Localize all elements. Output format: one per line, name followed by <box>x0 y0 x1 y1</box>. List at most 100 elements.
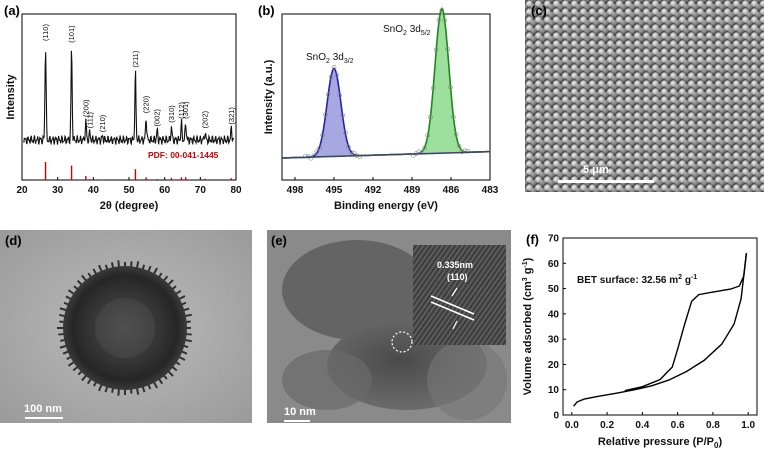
xrd-peak-label: (002) <box>153 108 162 126</box>
xps-label-3d52: SnO2 3d5/2 <box>383 24 431 37</box>
xps-raw-data-point <box>328 74 334 80</box>
bet-x-axis-label: Relative pressure (P/P0) <box>598 436 723 449</box>
xrd-peak-label: (211) <box>131 50 140 67</box>
xrd-peak-label: (210) <box>98 114 107 132</box>
xps-raw-data-point <box>351 150 357 156</box>
xps-label-sub: 5/2 <box>421 30 431 37</box>
tem-sphere <box>0 230 252 423</box>
xrd-x-tick-label: 30 <box>52 185 64 196</box>
xps-raw-data-point <box>459 149 465 155</box>
xps-peak-fill <box>311 68 357 158</box>
xps-raw-data-point <box>308 155 314 161</box>
tem-scale-label: 100 nm <box>24 403 62 415</box>
bet-x-label-part: ) <box>718 436 722 448</box>
xps-raw-data-point <box>439 7 445 13</box>
xps-raw-data-point <box>323 112 328 117</box>
xps-label-3d32: SnO2 3d3/2 <box>306 52 354 65</box>
xps-x-tick-label: 495 <box>326 185 343 196</box>
xrd-pattern-line <box>23 50 235 146</box>
bet-x-tick-label: 1.0 <box>741 420 755 431</box>
bet-y-label-part: 3 <box>522 277 529 281</box>
xps-frame <box>281 13 491 181</box>
hrtem-scale-bar <box>284 420 310 422</box>
xps-raw-data-point <box>317 145 322 151</box>
xrd-reference-label: PDF: 00-041-1445 <box>148 150 219 160</box>
xrd-peak-label: (110) <box>41 24 50 41</box>
bet-frame <box>562 237 758 416</box>
xps-label-part: 3d <box>330 52 344 63</box>
xps-x-tick-label: 498 <box>287 185 304 196</box>
panel-f-label: (f) <box>526 232 539 247</box>
xps-raw-data-point <box>320 132 325 138</box>
hrtem-texture <box>267 230 511 423</box>
xrd-peak-label: (101) <box>67 25 76 43</box>
bet-y-axis-label: Volume adsorbed (cm3 g-1) <box>522 257 534 395</box>
xps-raw-data-point <box>343 130 348 135</box>
xrd-peak-label: (301) <box>181 101 190 119</box>
xps-raw-data-point <box>431 85 436 91</box>
xps-label-sub: 2 <box>403 30 407 37</box>
xrd-peak-label: (112) <box>177 101 186 118</box>
panel-a-label: (a) <box>4 3 20 18</box>
xps-raw-data-point <box>442 18 448 23</box>
xps-raw-data-point <box>314 149 320 154</box>
xps-raw-data-point <box>419 150 425 155</box>
xps-label-sub: 3/2 <box>344 58 354 65</box>
xps-y-axis-label: Intensity (a.u.) <box>263 59 275 134</box>
bet-x-tick-label: 0.4 <box>635 420 649 431</box>
tem-image: (d) 100 nm <box>0 230 252 423</box>
sem-image: (c) 5 μm <box>525 0 764 192</box>
sem-scale-label: 5 μm <box>583 164 609 176</box>
xps-raw-data-point <box>303 153 308 159</box>
bet-adsorption-line <box>573 253 748 407</box>
bet-y-label-part: g <box>522 268 534 278</box>
sem-particles <box>525 0 764 192</box>
xps-raw-data-point <box>346 144 351 150</box>
bet-surface-annotation: BET surface: 32.56 m2 g-1 <box>577 274 697 286</box>
xps-raw-data-point <box>456 143 462 149</box>
xps-raw-data-point <box>422 145 428 151</box>
xps-raw-data-point <box>453 132 459 137</box>
xrd-x-tick-label: 70 <box>195 185 207 196</box>
xrd-x-tick-label: 80 <box>230 185 242 196</box>
xrd-peak-label: (310) <box>167 105 176 123</box>
inset-plane-label: (110) <box>447 272 468 282</box>
xps-label-part: SnO <box>383 24 403 35</box>
xps-peak-fill <box>418 8 466 154</box>
xps-x-tick-label: 492 <box>365 185 382 196</box>
bet-x-label-part: 0 <box>714 441 719 449</box>
bet-x-tick-label: 0.2 <box>600 420 614 431</box>
bet-desorption-line <box>624 253 748 392</box>
xps-raw-data-point <box>428 114 433 120</box>
xrd-peak-label: (200) <box>81 99 90 117</box>
bet-y-tick-label: 0 <box>553 411 559 422</box>
bet-x-label-part: Relative pressure (P/P <box>598 436 714 448</box>
xrd-chart: (110) (101) (200)(111) (210) (211) (220)(002)… <box>5 13 242 212</box>
xps-raw-data-point <box>334 72 340 78</box>
xrd-x-tick-label: 40 <box>88 185 100 196</box>
xrd-peak-label: (111) <box>85 112 94 129</box>
bet-y-tick-label: 40 <box>548 309 560 320</box>
bet-x-tick-label: 0.8 <box>706 420 720 431</box>
xps-background-line <box>281 151 491 159</box>
bet-y-tick-label: 50 <box>548 284 560 295</box>
xps-raw-data-point <box>451 114 456 120</box>
bet-annotation-part: BET surface: 32.56 m <box>577 275 678 286</box>
hrtem-scale-label: 10 nm <box>284 406 316 418</box>
bet-annotation-part: 2 <box>678 274 682 281</box>
xps-raw-data-point <box>445 46 450 52</box>
xps-raw-data-point <box>337 93 343 98</box>
xps-raw-data-point <box>340 112 345 118</box>
xrd-x-axis-label: 2θ (degree) <box>100 200 159 212</box>
tem-scale-bar <box>25 417 63 419</box>
bet-y-label-part: ) <box>522 257 534 261</box>
xps-raw-data-point <box>465 149 470 154</box>
xrd-y-axis-label: Intensity <box>5 74 17 120</box>
xrd-peak-label: (220) <box>142 95 151 113</box>
bet-y-label-part: Volume adsorbed (cm <box>522 281 534 395</box>
xrd-peak-label: (321) <box>227 107 236 125</box>
bet-y-tick-label: 70 <box>548 234 560 245</box>
panel-e-label: (e) <box>271 233 287 248</box>
